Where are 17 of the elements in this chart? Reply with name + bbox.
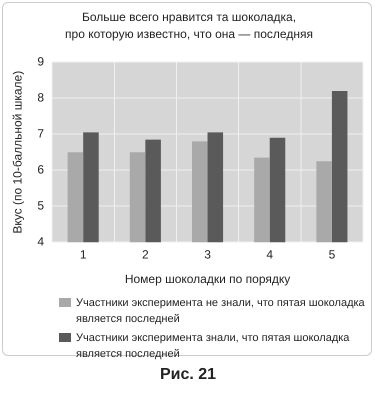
chart-title: Больше всего нравится та шоколадка, про которую известно, что она — последняя bbox=[64, 9, 314, 43]
x-tick-label: 5 bbox=[328, 248, 336, 262]
y-tick-label: 6 bbox=[37, 162, 44, 177]
y-tick-label: 8 bbox=[37, 90, 44, 105]
y-tick-label: 7 bbox=[37, 126, 44, 141]
y-axis-title: Вкус (по 10-балльной шкале) bbox=[10, 70, 25, 234]
y-tick-label: 5 bbox=[37, 198, 44, 213]
x-tick-label: 1 bbox=[80, 248, 87, 262]
y-tick-label: 4 bbox=[37, 234, 44, 249]
legend-label: Участники эксперимента знали, что пятая шоколадка является последней bbox=[76, 331, 350, 362]
legend-label: Участники эксперимента не знали, что пятая шоколадка является последней bbox=[76, 296, 366, 327]
y-tick-label: 9 bbox=[37, 54, 44, 69]
text: Рис. 21 bbox=[158, 366, 218, 384]
x-tick-label: 2 bbox=[142, 248, 150, 262]
x-tick-label: 4 bbox=[266, 248, 274, 262]
x-tick-label: 3 bbox=[204, 248, 212, 262]
x-axis-title: Номер шоколадки по порядку bbox=[124, 272, 290, 286]
